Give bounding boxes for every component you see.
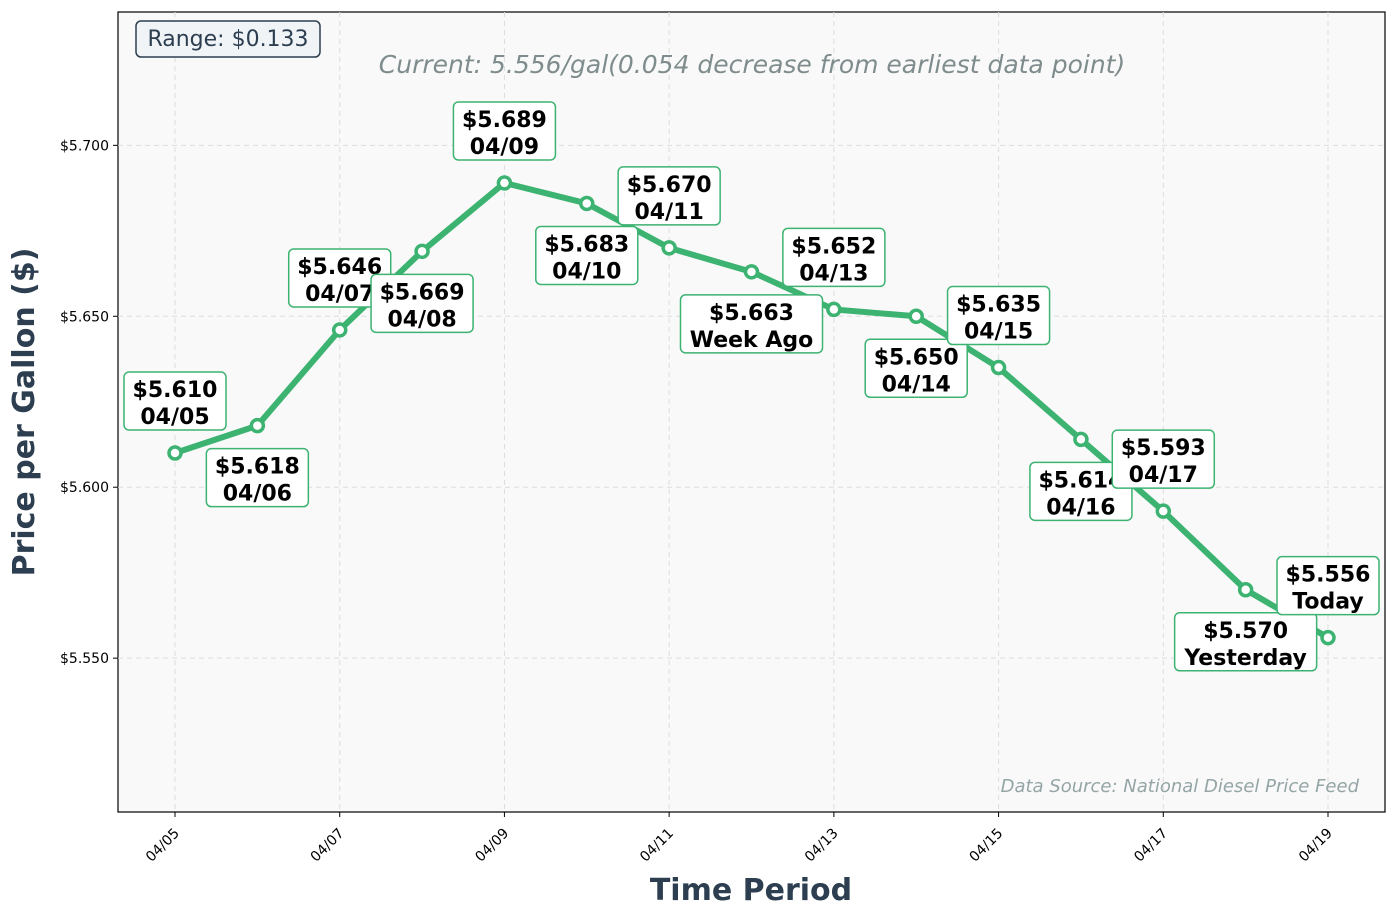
- data-label-date: Today: [1292, 590, 1363, 615]
- data-point: [331, 322, 348, 338]
- data-label-price: $5.670: [627, 173, 712, 198]
- data-label-date: 04/05: [140, 405, 209, 430]
- data-label-box: [864, 338, 968, 399]
- data-label-price: $5.650: [874, 345, 959, 370]
- data-label-price: $5.669: [380, 280, 465, 305]
- data-label-date: 04/07: [305, 282, 374, 307]
- data-label-date: 04/16: [1046, 495, 1115, 520]
- x-tick-label: 04/17: [1131, 826, 1171, 866]
- data-label-box: [535, 225, 639, 286]
- data-point: [249, 417, 266, 434]
- data-label-date: 04/17: [1129, 463, 1198, 488]
- data-label-price: $5.663: [709, 301, 794, 326]
- data-label-date: 04/13: [799, 261, 868, 286]
- data-label-box: [452, 101, 557, 161]
- y-axis-title: Price per Gallon ($): [7, 248, 42, 577]
- data-label-date: 04/08: [387, 307, 456, 332]
- data-label-date: 04/06: [223, 482, 292, 507]
- range-label: Range: $0.133: [147, 27, 308, 52]
- x-tick-label: 04/09: [472, 826, 512, 866]
- data-point: [1155, 503, 1172, 519]
- data-point: [990, 359, 1007, 376]
- data-label-price: $5.683: [544, 232, 629, 257]
- x-axis-ticks: 04/05 04/07 04/09 04/11 04/13 04/15 04/17 04/19: [143, 812, 1336, 865]
- data-label-price: $5.646: [297, 255, 382, 280]
- data-label-box: [946, 285, 1051, 346]
- data-label-date: Yesterday: [1183, 646, 1306, 671]
- data-label-date: 04/10: [552, 259, 621, 284]
- data-label-date: 04/15: [964, 320, 1033, 345]
- data-label-date: 04/11: [635, 200, 704, 225]
- x-tick-label: 04/19: [1296, 826, 1336, 866]
- x-tick-label: 04/05: [143, 826, 183, 866]
- data-label-box: [123, 371, 227, 431]
- y-tick-label: $5.700: [60, 138, 109, 154]
- data-label-date: Week Ago: [690, 328, 814, 353]
- plot-area: [117, 11, 1386, 813]
- data-points: [167, 175, 1336, 646]
- data-label-box: [205, 447, 310, 508]
- data-point: [1237, 582, 1254, 598]
- data-point: [908, 308, 924, 325]
- data-label-date: 04/14: [882, 372, 951, 397]
- data-label-price: $5.610: [133, 378, 218, 403]
- data-point: [167, 445, 183, 461]
- data-label-price: $5.618: [215, 455, 300, 480]
- data-source-note: Data Source: National Diesel Price Feed: [1001, 776, 1360, 797]
- data-label-box: [1029, 461, 1133, 522]
- data-label-price: $5.556: [1286, 563, 1371, 588]
- data-label-price: $5.593: [1121, 436, 1206, 461]
- data-label-price: $5.652: [791, 234, 876, 259]
- data-point: [496, 175, 513, 191]
- data-label-box: [1173, 612, 1318, 672]
- data-label-price: $5.689: [462, 108, 547, 133]
- data-point: [743, 264, 760, 280]
- data-label-box: [782, 227, 886, 288]
- data-label-box: [1111, 429, 1216, 489]
- y-axis-ticks: $5.550 $5.600 $5.650 $5.700: [60, 138, 118, 667]
- x-tick-label: 04/11: [637, 826, 677, 866]
- data-label-box: [617, 166, 721, 226]
- data-point: [414, 243, 430, 260]
- data-point: [826, 301, 842, 318]
- y-tick-label: $5.650: [60, 309, 109, 325]
- x-tick-label: 04/15: [967, 826, 1007, 866]
- x-tick-label: 04/13: [802, 826, 842, 866]
- range-badge: [135, 20, 321, 58]
- data-label-price: $5.635: [956, 293, 1041, 318]
- data-label-price: $5.614: [1038, 468, 1123, 493]
- y-tick-label: $5.550: [60, 651, 109, 667]
- data-label-price: $5.570: [1203, 619, 1288, 644]
- data-point: [1320, 629, 1336, 646]
- x-axis-title: Time Period: [650, 873, 852, 908]
- data-label-box: [679, 294, 824, 354]
- data-point: [1073, 431, 1089, 448]
- data-label-date: 04/09: [470, 135, 539, 160]
- chart-subtitle: Current: 5.556/gal(0.054 decrease from e…: [379, 50, 1125, 79]
- data-point: [579, 195, 595, 212]
- data-label-box: [1276, 555, 1380, 616]
- data-point: [661, 240, 677, 256]
- data-label-box: [370, 273, 474, 334]
- x-tick-label: 04/07: [308, 826, 348, 866]
- y-tick-label: $5.600: [60, 480, 109, 496]
